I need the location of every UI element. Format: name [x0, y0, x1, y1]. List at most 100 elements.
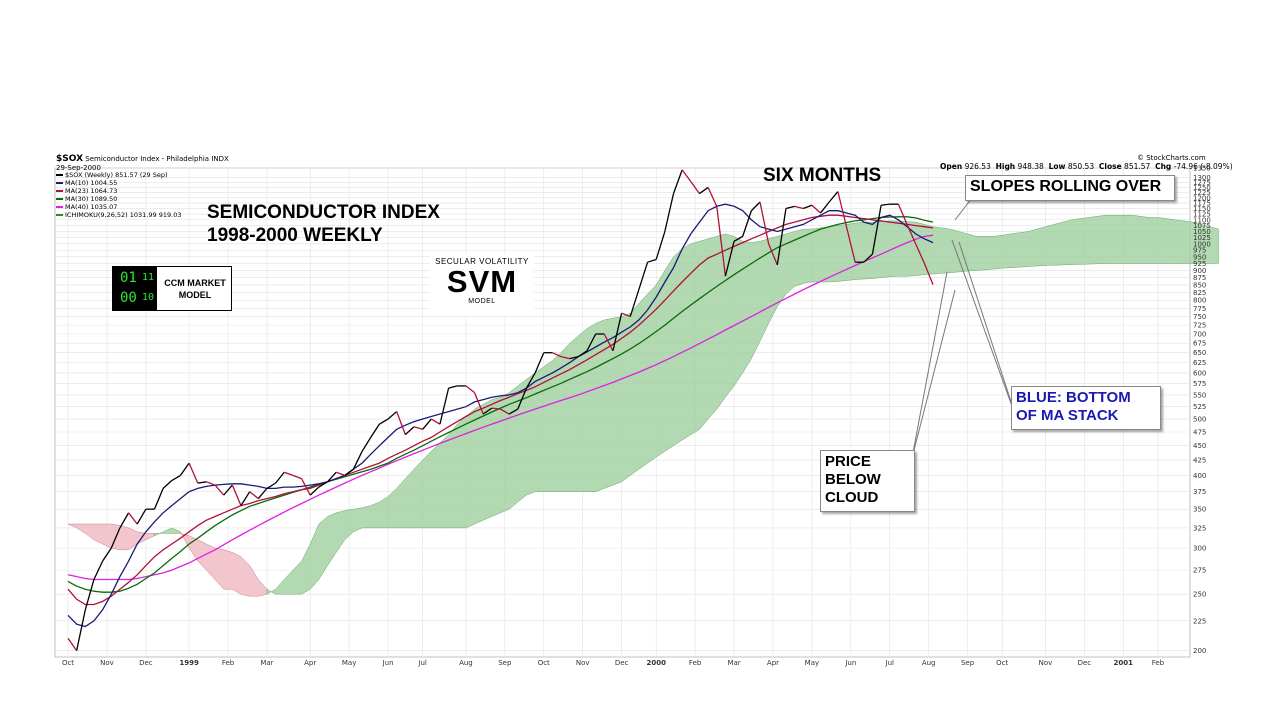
x-tick-May: May [805, 659, 819, 667]
price-segment-1 [67, 637, 78, 651]
price-segment-4 [93, 560, 104, 580]
price-segment-68 [647, 258, 657, 263]
y-tick-775: 775 [1193, 305, 1206, 313]
price-segment-81 [759, 201, 770, 244]
x-tick-Oct: Oct [62, 659, 74, 667]
y-tick-1225: 1225 [1193, 189, 1211, 197]
chg-label: Chg [1155, 162, 1172, 171]
price-segment-35 [361, 437, 372, 452]
price-segment-37 [379, 418, 389, 425]
legend-item-5: ICHIMOKU(9,26,52) 1031.99 919.03 [56, 211, 181, 219]
price-segment-90 [837, 191, 848, 227]
price-segment-19 [223, 484, 233, 496]
y-tick-1025: 1025 [1193, 234, 1211, 242]
x-tick-Dec: Dec [139, 659, 153, 667]
x-tick-Feb: Feb [222, 659, 235, 667]
title-line-1: SEMICONDUCTOR INDEX [207, 202, 440, 223]
pointer-lines [911, 197, 1018, 459]
price-segment-41 [413, 426, 423, 430]
annotation-blue: BLUE: BOTTOM OF MA STACK [1011, 386, 1161, 430]
y-tick-325: 325 [1193, 524, 1206, 532]
price-segment-21 [240, 491, 251, 506]
y-tick-1050: 1050 [1193, 228, 1211, 236]
y-tick-550: 550 [1193, 391, 1206, 399]
x-tick-Dec: Dec [615, 659, 629, 667]
legend: $SOX (Weekly) 851.57 (29 Sep) MA(10) 1004… [56, 171, 181, 219]
title-line-2: 1998-2000 WEEKLY [207, 225, 383, 246]
y-tick-700: 700 [1193, 330, 1206, 338]
y-tick-1275: 1275 [1193, 179, 1211, 187]
price-segment-11 [153, 488, 164, 510]
legend-text-1: MA(10) 1004.55 [65, 179, 118, 187]
price-segment-75 [707, 187, 718, 207]
y-tick-650: 650 [1193, 349, 1206, 357]
y-tick-275: 275 [1193, 567, 1206, 575]
y-tick-300: 300 [1193, 545, 1206, 553]
price-segment-60 [577, 350, 588, 358]
price-segment-67 [638, 261, 649, 290]
price-segment-82 [768, 243, 778, 266]
annotation-title: SEMICONDUCTOR INDEX 1998-2000 WEEKLY [207, 201, 440, 247]
price-segment-98 [906, 224, 917, 245]
price-segment-40 [404, 426, 415, 436]
price-segment-71 [672, 169, 683, 194]
x-tick-Feb: Feb [689, 659, 702, 667]
x-tick-Aug: Aug [459, 659, 473, 667]
price-segment-23 [257, 487, 268, 499]
price-segment-24 [266, 482, 276, 489]
legend-text-2: MA(23) 1064.73 [65, 187, 118, 195]
y-tick-400: 400 [1193, 472, 1206, 480]
legend-text-0: $SOX (Weekly) 851.57 (29 Sep) [65, 171, 168, 179]
y-tick-900: 900 [1193, 267, 1206, 275]
x-tick-2001: 2001 [1114, 659, 1134, 667]
y-tick-450: 450 [1193, 442, 1206, 450]
y-tick-975: 975 [1193, 247, 1206, 255]
ohlc-bar: Open 926.53 High 948.38 Low 850.53 Close… [940, 162, 1233, 171]
ccm-digit-4: 10 [142, 292, 155, 303]
x-tick-Nov: Nov [100, 659, 114, 667]
series-ma40 [67, 234, 934, 581]
close-label: Close [1098, 162, 1122, 171]
series-ma10 [67, 203, 934, 628]
y-tick-1300: 1300 [1193, 174, 1211, 182]
price-segment-63 [603, 333, 614, 352]
price-segment-70 [664, 193, 675, 232]
y-tick-950: 950 [1193, 253, 1206, 261]
price-segment-79 [742, 210, 752, 237]
price-segment-8 [128, 512, 138, 525]
ccm-logo: 01 11 00 10 CCM MARKET MODEL [112, 266, 232, 311]
x-tick-Apr: Apr [304, 659, 316, 667]
price-segment-31 [327, 471, 337, 483]
x-tick-Jul: Jul [417, 659, 427, 667]
legend-item-3: MA(30) 1089.50 [56, 195, 181, 203]
chg-value: -74.96 (-8.09%) [1173, 162, 1233, 171]
y-tick-525: 525 [1193, 403, 1206, 411]
price-segment-30 [318, 481, 328, 488]
price-segment-34 [352, 451, 363, 470]
price-segment-44 [439, 387, 450, 425]
high-label: High [995, 162, 1016, 171]
price-segment-22 [249, 491, 259, 500]
y-tick-425: 425 [1193, 457, 1206, 465]
legend-item-0: $SOX (Weekly) 851.57 (29 Sep) [56, 171, 181, 179]
ccm-line-2: MODEL [178, 290, 212, 300]
price-segment-32 [335, 471, 346, 477]
price-segment-5 [102, 547, 112, 562]
price-segment-87 [811, 204, 821, 214]
price-segment-6 [110, 527, 121, 549]
y-tick-375: 375 [1193, 488, 1206, 496]
x-tick-Apr: Apr [767, 659, 779, 667]
legend-text-4: MA(40) 1035.07 [65, 203, 118, 211]
legend-item-4: MA(40) 1035.07 [56, 203, 181, 211]
x-tick-Nov: Nov [576, 659, 590, 667]
x-tick-Aug: Aug [922, 659, 936, 667]
y-tick-1100: 1100 [1193, 216, 1211, 224]
price-segment-29 [309, 486, 320, 496]
ccm-digit-2: 11 [142, 272, 155, 283]
x-tick-2000: 2000 [646, 659, 666, 667]
price-segment-36 [370, 423, 380, 438]
ccm-digits: 01 11 00 10 [113, 267, 157, 310]
series-ma30 [67, 216, 934, 593]
y-tick-600: 600 [1193, 369, 1206, 377]
